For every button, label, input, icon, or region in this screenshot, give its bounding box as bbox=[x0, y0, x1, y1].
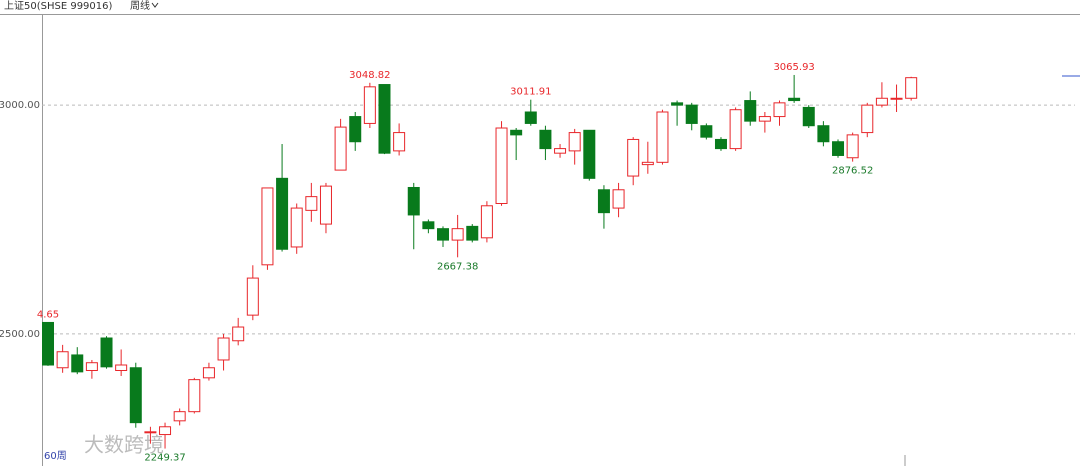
candle-body bbox=[700, 125, 713, 138]
candle-body bbox=[349, 116, 362, 143]
chart-title: 上证50(SHSE 999016) bbox=[4, 0, 113, 12]
candle-body bbox=[817, 125, 830, 143]
high-label: 3011.91 bbox=[510, 87, 551, 98]
candle-body bbox=[729, 109, 742, 150]
candle-body bbox=[334, 126, 347, 171]
candle-body bbox=[276, 177, 289, 250]
candle-body bbox=[671, 102, 684, 106]
candle-body bbox=[758, 116, 771, 122]
candle-body bbox=[42, 321, 54, 366]
candle-body bbox=[261, 187, 274, 266]
candle-body bbox=[714, 138, 727, 150]
candle-body bbox=[422, 221, 435, 230]
low-label: 2876.52 bbox=[832, 166, 873, 177]
candle-body bbox=[568, 132, 581, 152]
period-label: 60周 bbox=[44, 450, 67, 462]
candle-body bbox=[85, 362, 98, 371]
candle-body bbox=[744, 100, 757, 122]
candle-body bbox=[319, 185, 332, 225]
candle-body bbox=[583, 129, 596, 179]
candle-body bbox=[656, 111, 669, 163]
candle-body bbox=[524, 111, 537, 124]
candle-body bbox=[100, 337, 113, 368]
candle-body bbox=[393, 132, 406, 152]
candle-body bbox=[627, 138, 640, 177]
candle-body bbox=[305, 196, 318, 211]
candle-body bbox=[378, 84, 391, 154]
low-label: 2667.38 bbox=[437, 261, 478, 272]
candle-body bbox=[495, 127, 508, 204]
dropdown-icon[interactable] bbox=[151, 2, 159, 8]
candle-body bbox=[217, 337, 230, 361]
high-label: 3065.93 bbox=[773, 62, 814, 73]
candle-body bbox=[641, 161, 654, 166]
high-label: 4.65 bbox=[37, 310, 59, 321]
candle-body bbox=[597, 189, 610, 214]
candle-body bbox=[905, 77, 918, 99]
candle-body bbox=[202, 367, 215, 379]
candle-body bbox=[159, 426, 172, 436]
candle-body bbox=[246, 277, 259, 316]
candle-body bbox=[56, 351, 69, 369]
candle-body bbox=[510, 129, 523, 136]
y-tick-label: 2500.00 bbox=[0, 329, 40, 340]
candle-body bbox=[363, 86, 376, 124]
candle-body bbox=[144, 431, 157, 434]
candle-body bbox=[861, 104, 874, 134]
candle-body bbox=[188, 379, 201, 413]
candle-body bbox=[129, 367, 142, 424]
candle-body bbox=[480, 205, 493, 239]
candle-body bbox=[451, 228, 464, 241]
candle-body bbox=[539, 129, 552, 150]
candle-body bbox=[612, 189, 625, 209]
candle-body bbox=[685, 104, 698, 124]
candle-body bbox=[802, 106, 815, 127]
candle-body bbox=[115, 364, 128, 371]
candle-body bbox=[173, 411, 186, 422]
period-selector[interactable]: 周线 bbox=[130, 0, 150, 12]
candle-body bbox=[290, 207, 303, 248]
candle-body bbox=[232, 326, 245, 342]
y-tick-label: 3000.00 bbox=[0, 100, 40, 111]
candle-body bbox=[466, 225, 479, 241]
candle-body bbox=[773, 102, 786, 118]
candle-body bbox=[71, 354, 84, 373]
low-label: 2249.37 bbox=[144, 453, 185, 464]
candle-body bbox=[437, 228, 450, 241]
candle-body bbox=[832, 141, 845, 156]
candle-body bbox=[788, 97, 801, 102]
high-label: 3048.82 bbox=[349, 70, 390, 81]
candle-body bbox=[554, 148, 567, 154]
candle-body bbox=[875, 97, 888, 106]
candle-body bbox=[890, 97, 903, 100]
candle-body bbox=[846, 134, 859, 159]
candle-body bbox=[407, 186, 420, 216]
